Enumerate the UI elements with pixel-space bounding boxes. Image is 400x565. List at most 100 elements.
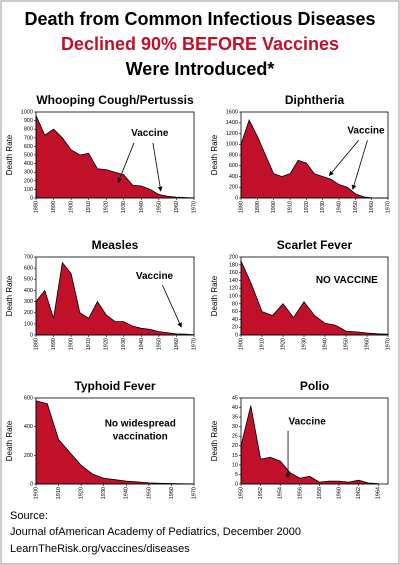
- y-tick-label: 400: [24, 424, 33, 430]
- area: [35, 261, 195, 336]
- y-tick-label: 1400: [226, 120, 238, 126]
- x-tick-label: 1910: [86, 201, 92, 213]
- y-tick-label: 35: [232, 415, 238, 421]
- arrow: [162, 284, 182, 328]
- x-tick-label: 1940: [124, 487, 130, 499]
- x-tick-label: 1900: [69, 338, 75, 350]
- y-tick-label: 20: [232, 443, 238, 449]
- x-tick-label: 1900: [238, 338, 244, 350]
- x-tick-label: 1970: [191, 201, 197, 213]
- y-tick-label: 5: [235, 472, 238, 478]
- x-tick-label: 1970: [191, 487, 197, 499]
- x-tick-label: 1970: [191, 338, 197, 350]
- y-tick-label: 0: [235, 332, 238, 338]
- y-tick-label: 400: [229, 174, 238, 180]
- x-tick-label: 1880: [238, 201, 244, 213]
- x-tick-label: 1960: [174, 338, 180, 350]
- y-axis-label: Death Rate: [210, 275, 219, 316]
- y-tick-label: 700: [24, 135, 33, 141]
- y-tick-label: 0: [235, 195, 238, 201]
- x-tick-label: 1900: [271, 201, 277, 213]
- y-tick-label: 600: [24, 266, 33, 272]
- x-tick-label: 1920: [104, 338, 110, 350]
- arrow: [351, 140, 368, 190]
- chart-title: Measles: [92, 238, 139, 252]
- y-tick-label: 200: [24, 453, 33, 459]
- y-axis-label: Death Rate: [5, 420, 14, 461]
- y-tick-label: 200: [229, 254, 238, 260]
- y-tick-label: 400: [24, 288, 33, 294]
- chart-title: Typhoid Fever: [74, 379, 155, 393]
- x-tick-label: 1970: [385, 201, 391, 213]
- y-tick-label: 200: [229, 185, 238, 191]
- x-tick-label: 1910: [86, 338, 92, 350]
- y-tick-label: 1600: [226, 109, 238, 115]
- y-tick-label: 300: [24, 299, 33, 305]
- x-tick-label: 1920: [304, 201, 310, 213]
- y-tick-label: 45: [232, 395, 238, 401]
- y-tick-label: 1000: [226, 142, 238, 148]
- headline: Death from Common Infectious Diseases: [24, 9, 375, 29]
- annotation: No widespread: [105, 418, 176, 429]
- y-tick-label: 140: [229, 278, 238, 284]
- y-tick-label: 10: [232, 462, 238, 468]
- x-tick-label: 1890: [255, 201, 261, 213]
- x-tick-label: 1960: [369, 201, 375, 213]
- plot-frame: [240, 397, 389, 485]
- x-tick-label: 1880: [33, 201, 39, 213]
- annotation: Vaccine: [347, 126, 385, 137]
- x-tick-label: 1880: [33, 338, 39, 350]
- headline: Declined 90% BEFORE Vaccines: [61, 34, 339, 54]
- x-tick-label: 1930: [101, 487, 107, 499]
- y-axis-label: Death Rate: [210, 134, 219, 175]
- source: Source:: [10, 510, 48, 522]
- x-tick-label: 1920: [79, 487, 85, 499]
- area: [35, 115, 195, 199]
- x-tick-label: 1958: [317, 487, 323, 499]
- area: [240, 405, 379, 485]
- y-tick-label: 80: [232, 301, 238, 307]
- x-tick-label: 1900: [69, 201, 75, 213]
- y-tick-label: 20: [232, 325, 238, 331]
- x-tick-label: 1964: [376, 487, 382, 499]
- y-tick-label: 800: [229, 152, 238, 158]
- x-tick-label: 1960: [336, 487, 342, 499]
- y-tick-label: 800: [24, 127, 33, 133]
- chart-title: Whooping Cough/Pertussis: [36, 93, 194, 107]
- plot-frame: [35, 111, 195, 199]
- x-tick-label: 1890: [51, 338, 57, 350]
- x-tick-label: 1930: [320, 201, 326, 213]
- x-tick-label: 1940: [336, 201, 342, 213]
- x-tick-label: 1900: [33, 487, 39, 499]
- annotation: Vaccine: [289, 417, 327, 428]
- x-tick-label: 1910: [56, 487, 62, 499]
- y-tick-label: 600: [24, 395, 33, 401]
- x-tick-label: 1940: [139, 338, 145, 350]
- y-tick-label: 100: [24, 321, 33, 327]
- x-tick-label: 1960: [364, 338, 370, 350]
- x-tick-label: 1954: [278, 487, 284, 499]
- x-tick-label: 1890: [51, 201, 57, 213]
- x-tick-label: 1950: [353, 201, 359, 213]
- y-tick-label: 40: [232, 405, 238, 411]
- y-axis-label: Death Rate: [210, 420, 219, 461]
- x-tick-label: 1930: [121, 201, 127, 213]
- y-tick-label: 180: [229, 262, 238, 268]
- arrow: [152, 142, 163, 192]
- x-tick-label: 1910: [287, 201, 293, 213]
- y-tick-label: 1000: [21, 109, 33, 115]
- annotation: vaccination: [113, 431, 168, 442]
- y-tick-label: 100: [229, 293, 238, 299]
- headline: Were Introduced*: [126, 59, 275, 79]
- y-tick-label: 0: [235, 481, 238, 487]
- chart-title: Polio: [300, 379, 329, 393]
- y-tick-label: 100: [24, 187, 33, 193]
- y-tick-label: 0: [30, 481, 33, 487]
- x-tick-label: 1950: [156, 338, 162, 350]
- x-tick-label: 1930: [121, 338, 127, 350]
- y-tick-label: 500: [24, 277, 33, 283]
- y-tick-label: 200: [24, 310, 33, 316]
- annotation: Vaccine: [136, 271, 174, 282]
- plot-frame: [240, 256, 389, 336]
- x-tick-label: 1940: [139, 201, 145, 213]
